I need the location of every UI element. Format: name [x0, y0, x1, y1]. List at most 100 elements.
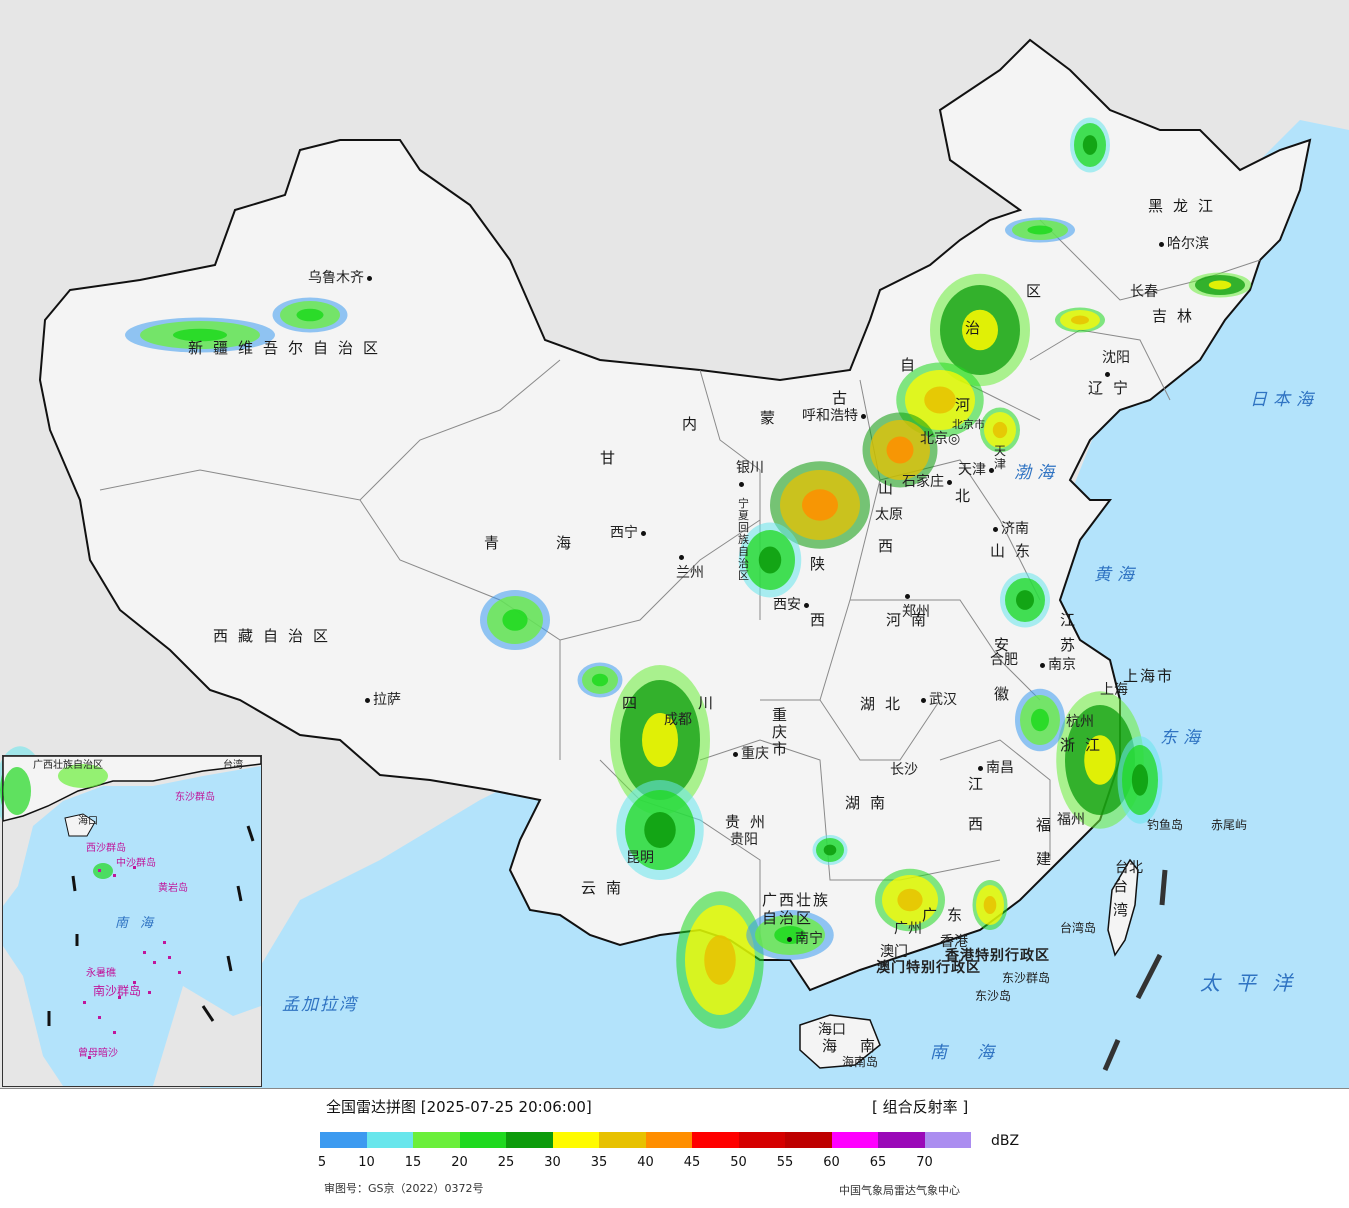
city-jinan: 济南: [990, 521, 1029, 537]
legend-swatch: [413, 1132, 460, 1148]
province-label-guangxi-1: 广西壮族: [762, 891, 831, 909]
radar-echo-core: [644, 812, 676, 848]
city-aomen: 澳门: [880, 944, 908, 960]
city-chengdu: 成都: [664, 712, 692, 728]
city-wuhan: 武汉: [918, 692, 957, 708]
province-label-jiangsu-1: 江: [1060, 611, 1086, 629]
city-yinchuan: 银川: [736, 460, 764, 492]
radar-echo-core: [502, 609, 528, 631]
province-label-gansu: 甘: [600, 449, 626, 467]
radar-map: 新疆维吾尔自治区 西藏自治区 青 海 甘 内 蒙 古 自 治 区 黑龙江 吉林 …: [0, 0, 1349, 1089]
province-label-hubei: 湖北: [860, 695, 911, 713]
inset-echoes: [3, 764, 113, 879]
city-guiyang: 贵阳: [730, 832, 758, 848]
province-label-shanxi-2: 西: [878, 537, 904, 555]
city-dot: [733, 751, 738, 757]
province-label-anhui-1: 安: [994, 636, 1020, 654]
city-dot: [1159, 241, 1164, 247]
province-label-hebei-1: 河: [955, 396, 981, 414]
city-chongqing: 重庆: [730, 746, 769, 762]
radar-echo-core: [983, 896, 997, 914]
inset-foreign-land: [3, 756, 261, 1086]
legend-swatch: [599, 1132, 646, 1148]
province-label-guangdong: 广东: [922, 906, 973, 924]
province-label-hk: 香港特别行政区: [945, 948, 1050, 964]
city-name: 济南: [1001, 521, 1029, 537]
city-fuzhou: 福州: [1057, 812, 1085, 828]
province-label-sichuan-1: 四: [622, 694, 648, 712]
sea-label-donghai: 东海: [1160, 728, 1206, 748]
city-hohhot: 呼和浩特: [802, 408, 869, 424]
city-name: 台北: [1115, 860, 1143, 876]
city-name: 郑州: [902, 604, 930, 620]
inset-label-nanhai: 南海: [115, 916, 166, 931]
city-xian: 西安: [773, 597, 812, 613]
radar-echo-core: [823, 844, 837, 856]
legend-tick-label: 70: [916, 1155, 933, 1170]
legend-swatch: [320, 1132, 367, 1148]
province-label-xinjiang: 新疆维吾尔自治区: [188, 339, 389, 357]
inset-label-zengmu: 曾母暗沙: [78, 1048, 118, 1059]
city-name: 香港: [940, 934, 968, 950]
city-name: 乌鲁木齐: [308, 270, 364, 286]
legend-tick-label: 55: [776, 1155, 794, 1170]
province-label-shandong: 山东: [990, 542, 1041, 560]
legend-tick-label: 10: [358, 1155, 375, 1170]
radar-echo-core: [897, 888, 923, 912]
radar-echo-core: [774, 926, 806, 944]
inset-label-zhongsha: 中沙群岛: [116, 858, 156, 869]
province-label-ningxia: 宁夏回族自治区: [738, 497, 749, 582]
radar-echo-core: [1016, 590, 1034, 610]
province-label-neimenggu-6: 区: [1026, 282, 1052, 300]
province-label-neimenggu-4: 自: [900, 356, 926, 374]
city-dot: [861, 413, 866, 419]
legend-swatch: [645, 1132, 692, 1148]
province-label-jiangxi-2: 西: [968, 815, 994, 833]
province-label-neimenggu-1: 内: [682, 415, 708, 433]
nine-dash-line: [1102, 869, 1168, 1071]
city-kunming: 昆明: [626, 850, 654, 866]
city-name: 贵阳: [730, 832, 758, 848]
city-name: 海口: [818, 1022, 846, 1038]
province-label-taiwan-2: 湾: [1113, 901, 1139, 919]
city-name: 银川: [736, 460, 764, 476]
radar-echo-core: [924, 386, 956, 414]
map-approval-number: 审图号：GS京（2022）0372号: [324, 1182, 484, 1195]
city-name: 澳门: [880, 944, 908, 960]
city-changchun: 长春: [1130, 284, 1158, 300]
radar-echo-core: [1082, 135, 1098, 155]
province-label-anhui-2: 徽: [994, 685, 1020, 703]
province-label-hainan-1: 海: [822, 1037, 848, 1055]
city-changsha: 长沙: [890, 762, 918, 778]
city-nanchang: 南昌: [975, 760, 1014, 776]
province-label-henan: 河南: [886, 611, 937, 629]
city-taiyuan: 太原: [875, 507, 903, 523]
city-nanning: 南宁: [784, 931, 823, 947]
city-name: 重庆: [741, 746, 769, 762]
province-label-shaanxi-2: 西: [810, 611, 836, 629]
province-label-guizhou: 贵州: [725, 813, 776, 831]
city-dot: [905, 593, 910, 599]
city-name: 成都: [664, 712, 692, 728]
city-name: 太原: [875, 507, 903, 523]
radar-echo-core: [1027, 225, 1053, 235]
island-label-dongshadao: 东沙岛: [975, 989, 1012, 1003]
city-dot: [641, 530, 646, 536]
capital-star-icon: ◎: [948, 431, 961, 447]
legend-tick-label: 5: [317, 1155, 327, 1170]
city-dot: [921, 697, 926, 703]
city-name: 西安: [773, 597, 801, 613]
city-dot: [365, 697, 370, 703]
province-label-jiangsu-2: 苏: [1060, 636, 1086, 654]
radar-echo-core: [642, 713, 678, 767]
province-label-guangxi-2: 自治区: [762, 909, 814, 927]
legend-unit: dBZ: [991, 1133, 1020, 1149]
city-dot: [787, 936, 792, 942]
city-xianggang: 香港: [940, 934, 968, 950]
province-label-chongqing: 重庆市: [772, 706, 788, 758]
city-name: 北京: [920, 431, 948, 447]
province-label-zhejiang: 浙江: [1060, 736, 1111, 754]
sea-label-nanhai: 南海: [930, 1043, 1024, 1063]
legend-panel: 全国雷达拼图 [2025-07-25 20:06:00] [ 组合反射率 ] d…: [0, 1089, 1349, 1208]
province-label-macau: 澳门特别行政区: [876, 960, 981, 976]
